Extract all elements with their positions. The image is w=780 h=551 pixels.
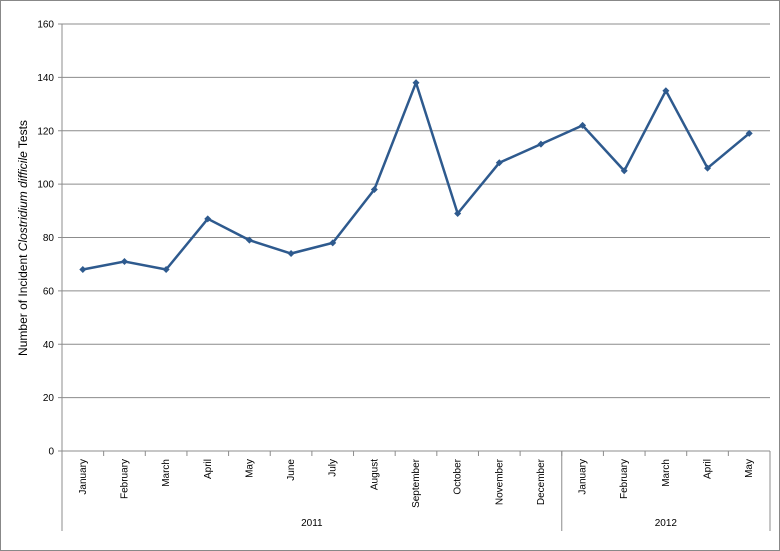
y-tick-label-0: 0: [48, 447, 54, 458]
x-tick-label-6: July: [328, 459, 339, 477]
y-tick-labels: 0 20 40 60 80 100 120 140 160: [37, 20, 54, 458]
y-tick-label-100: 100: [37, 180, 54, 191]
data-point-8: [412, 79, 420, 87]
data-point-13: [620, 167, 628, 175]
y-axis-label: Number of Incident Clostridium difficile…: [16, 120, 30, 356]
y-axis-label-italic: Clostridium difficile: [16, 151, 30, 251]
data-point-15: [704, 164, 712, 172]
data-point-14: [662, 87, 670, 95]
year-label-2012: 2012: [655, 518, 678, 529]
y-tick-label-60: 60: [43, 286, 55, 297]
data-point-5: [287, 250, 295, 258]
x-tick-label-0: January: [78, 459, 89, 495]
y-tick-label-140: 140: [37, 73, 54, 84]
data-point-4: [245, 236, 253, 244]
data-point-1: [120, 258, 128, 266]
data-point-12: [579, 121, 587, 129]
x-tick-label-13: February: [619, 459, 630, 499]
y-tick-label-120: 120: [37, 126, 54, 137]
x-tick-label-5: June: [286, 459, 297, 481]
x-tick-label-7: August: [369, 459, 380, 490]
y-tick-label-20: 20: [43, 393, 55, 404]
y-tick-label-160: 160: [37, 20, 54, 31]
x-tick-label-10: November: [494, 458, 505, 505]
y-axis-label-part1: Number of Incident: [16, 251, 30, 356]
data-point-2: [162, 266, 170, 274]
data-point-3: [204, 215, 212, 223]
x-tick-label-2: March: [161, 459, 172, 487]
data-series: [79, 78, 753, 274]
data-point-10: [495, 159, 503, 167]
data-point-0: [79, 266, 87, 274]
data-point-11: [537, 140, 545, 148]
year-group-labels: 2011 2012: [301, 518, 677, 529]
x-tick-label-3: April: [203, 459, 214, 479]
data-point-16: [745, 129, 753, 137]
x-tick-label-12: January: [578, 459, 589, 495]
y-axis-label-part3: Tests: [16, 120, 30, 151]
x-tick-label-9: October: [453, 458, 464, 494]
axes: [58, 23, 771, 531]
x-tick-label-11: December: [536, 458, 547, 505]
x-tick-labels: January February March April May June July Augu…: [78, 458, 755, 508]
x-tick-label-15: April: [703, 459, 714, 479]
x-tick-label-16: May: [744, 459, 755, 478]
x-tick-label-4: May: [244, 459, 255, 478]
data-point-6: [329, 239, 337, 247]
x-tick-label-1: February: [119, 459, 130, 499]
data-point-7: [370, 185, 378, 193]
y-tick-label-80: 80: [43, 233, 55, 244]
data-point-9: [454, 209, 462, 217]
gridlines: [62, 23, 770, 399]
x-tick-label-14: March: [661, 459, 672, 487]
x-tick-label-8: September: [411, 458, 422, 508]
year-label-2011: 2011: [301, 518, 323, 529]
series-line-0: [82, 78, 750, 271]
y-tick-label-40: 40: [43, 340, 55, 351]
